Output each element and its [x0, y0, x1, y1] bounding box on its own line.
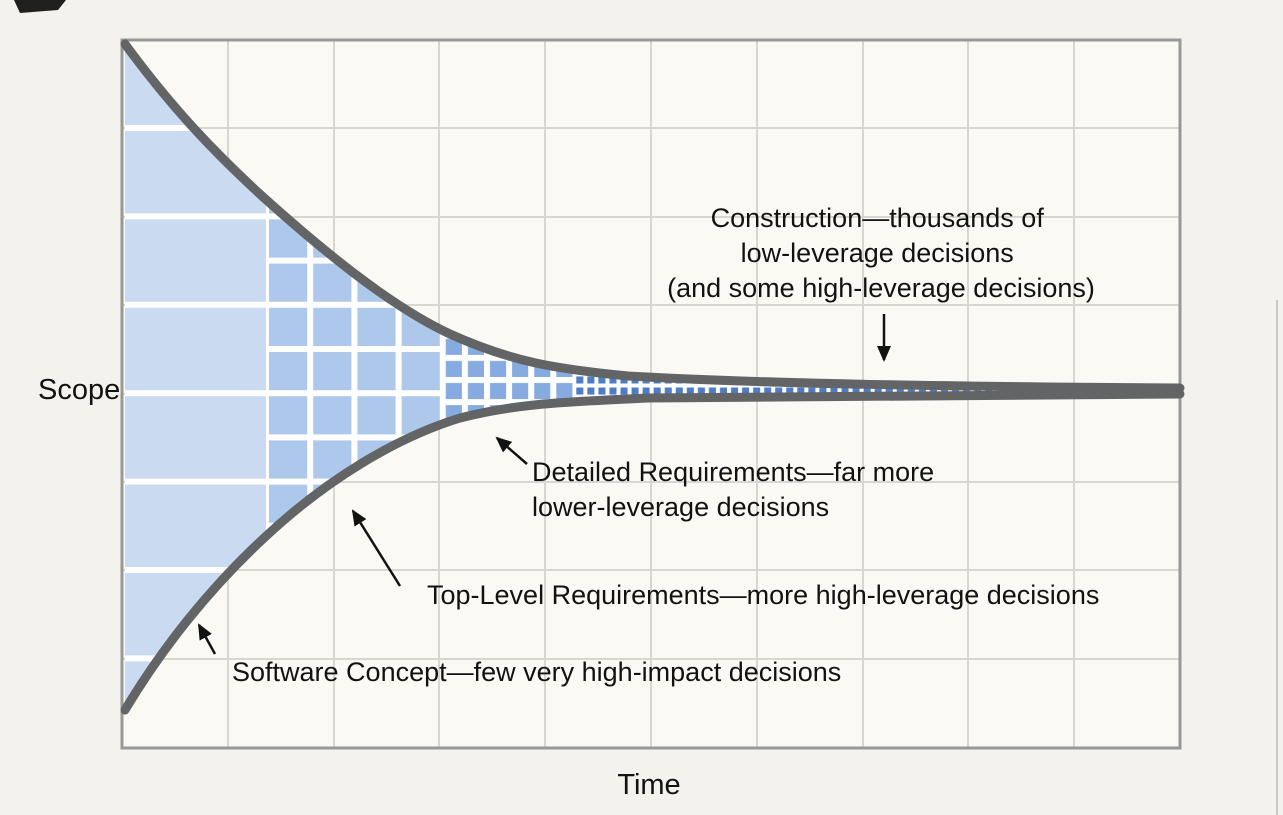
- y-axis-label: Scope: [38, 374, 120, 406]
- detailed-requirements-label-line1: Detailed Requirements—far more: [532, 457, 934, 487]
- construction-label: Construction—thousands of low-leverage d…: [667, 203, 1095, 303]
- labels: Construction—thousands of low-leverage d…: [38, 203, 1099, 801]
- funnel-bottom-outline: [120, 389, 1185, 715]
- construction-label-line2: low-leverage decisions: [741, 238, 1014, 268]
- funnel-top-outline: [120, 39, 1185, 393]
- software-concept-label: Software Concept—few very high-impact de…: [232, 657, 841, 687]
- top-level-requirements-label: Top-Level Requirements—more high-leverag…: [427, 580, 1099, 610]
- scan-artifact-top-left: [14, 0, 66, 13]
- software-concept-arrow: [197, 623, 217, 655]
- construction-label-line1: Construction—thousands of: [711, 203, 1045, 233]
- construction-label-line3: (and some high-leverage decisions): [667, 273, 1095, 303]
- detailed-requirements-label-line2: lower-leverage decisions: [532, 492, 829, 522]
- annotation-arrows: [197, 314, 891, 655]
- detailed-requirements-label: Detailed Requirements—far more lower-lev…: [532, 457, 942, 522]
- x-axis-label: Time: [617, 769, 680, 801]
- top-level-requirements-arrow: [351, 509, 402, 587]
- detailed-requirements-arrow: [495, 436, 528, 465]
